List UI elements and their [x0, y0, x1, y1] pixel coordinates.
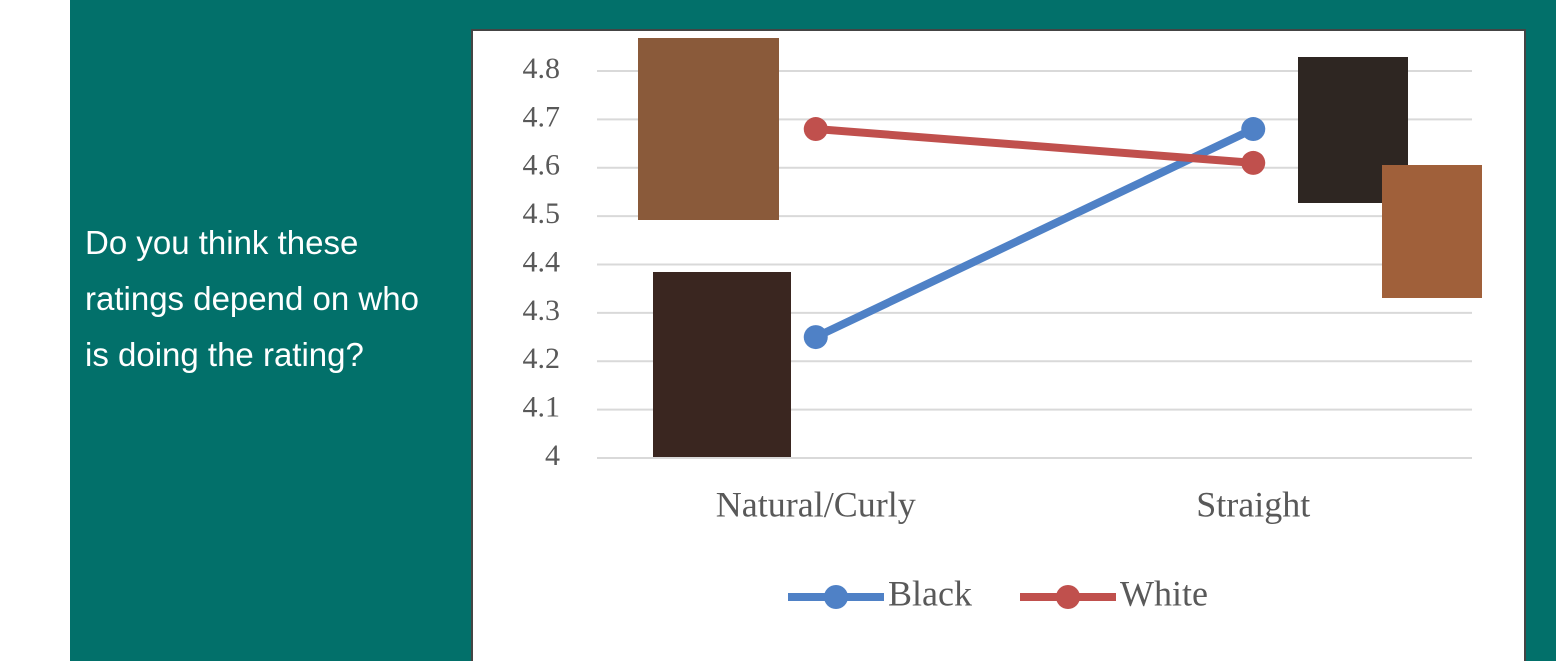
y-tick-label: 4.7	[523, 100, 561, 133]
y-tick-label: 4	[545, 439, 560, 472]
question-text: Do you think these ratings depend on who…	[85, 224, 419, 373]
marker	[1241, 150, 1266, 175]
x-tick-label: Natural/Curly	[716, 484, 916, 524]
y-tick-label: 4.2	[523, 342, 561, 375]
y-tick-label: 4.5	[523, 197, 561, 230]
y-tick-label: 4.4	[523, 245, 561, 278]
photo	[653, 272, 791, 457]
marker	[1241, 117, 1266, 142]
photos	[638, 38, 1482, 457]
line	[811, 125, 1258, 167]
photo	[1382, 165, 1482, 298]
x-tick-label: Straight	[1196, 484, 1310, 524]
marker	[803, 325, 828, 350]
marker	[803, 117, 828, 142]
legend-marker	[824, 585, 848, 609]
photo	[638, 38, 779, 220]
legend-marker	[1056, 585, 1080, 609]
y-tick-label: 4.8	[523, 52, 561, 85]
y-tick-label: 4.6	[523, 149, 561, 182]
legend-label: White	[1120, 573, 1208, 613]
legend-label: Black	[888, 573, 972, 613]
line	[811, 125, 1258, 342]
y-tick-label: 4.1	[523, 391, 561, 424]
y-tick-label: 4.3	[523, 294, 561, 327]
